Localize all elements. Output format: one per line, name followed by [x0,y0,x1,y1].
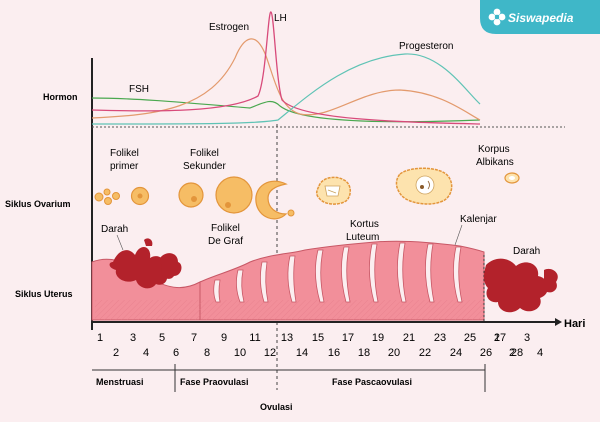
folikel-primer-label-2: primer [110,161,139,172]
day-label: 10 [234,347,246,359]
day-label: 16 [328,347,340,359]
row-label-hormon: Hormon [43,92,78,102]
darah-left-pointer [116,234,124,251]
follicle-primer [103,188,111,196]
folikel-de-graf-label-1: Folikel [211,223,240,234]
day-label: 19 [372,332,384,344]
phase-pascaovulasi: Fase Pascaovulasi [332,377,412,387]
day-label: 11 [249,332,260,344]
korpus-albikans-label-1: Korpus [478,144,510,155]
day-label: 27 [494,332,506,344]
day-label: 24 [450,347,462,359]
progesteron-label: Progesteron [399,41,453,52]
flower-icon [488,8,506,26]
phase-ovulasi: Ovulasi [260,402,293,412]
day-labels-bottom: 2 4 6 8 10 12 14 16 18 20 22 24 26 282 4 [113,347,543,359]
folikel-de-graf-label-2: De Graf [208,236,243,247]
uterine-lining [91,240,485,322]
kortus-luteum-label-2: Luteum [346,232,379,243]
follicle-antral [215,176,253,214]
kortus-luteum-label-1: Kortus [350,219,379,230]
day-label: 23 [434,332,446,344]
corpus-albicans [504,172,520,184]
row-label-uterus: Siklus Uterus [15,289,73,299]
day-label: 25 [464,332,476,344]
fsh-curve [91,97,481,123]
day-label: 4 [143,347,149,359]
day-label: 21 [403,332,415,344]
corpus-luteum-mature [395,167,453,205]
folikel-primer-label-1: Folikel [110,148,139,159]
darah-right-label: Darah [513,246,540,257]
x-axis-arrow [555,318,562,326]
lh-label: LH [274,13,287,24]
day-label: 6 [173,347,179,359]
folikel-sekunder-label-1: Folikel [190,148,219,159]
ovum [287,209,295,217]
progesteron-curve [91,53,481,125]
follicle-primer [112,192,120,200]
day-labels-top: 1 3 5 7 9 11 13 15 17 19 21 23 25 271 3 [97,332,530,344]
lh-curve [91,11,481,125]
day-label: 9 [221,332,227,344]
phase-menstruasi: Menstruasi [96,377,144,387]
estrogen-label: Estrogen [209,22,249,33]
day-label: 5 [159,332,165,344]
darah-left-label: Darah [101,224,128,235]
day-label: 2 [509,347,515,359]
fsh-label: FSH [129,84,149,95]
brand-badge: Siswapedia [480,0,600,34]
blood-clot-right [484,258,558,313]
phase-praovulasi: Fase Praovulasi [180,377,249,387]
follicle-sekunder [178,182,204,208]
day-label: 1 [97,332,103,344]
day-label: 26 [480,347,492,359]
day-label: 20 [388,347,400,359]
day-label: 3 [524,332,530,344]
row-label-ovarium: Siklus Ovarium [5,199,71,209]
day-label: 14 [296,347,308,359]
estrogen-curve [91,38,481,121]
day-label: 17 [342,332,354,344]
day-label: 8 [204,347,210,359]
kalenjar-pointer [454,224,463,246]
day-label: 4 [537,347,543,359]
follicle-primary-large [130,186,150,206]
brand-name: Siswapedia [508,11,574,25]
day-label: 18 [358,347,370,359]
x-axis-unit: Hari [564,318,585,330]
day-label: 22 [419,347,431,359]
day-label: 3 [130,332,136,344]
day-label: 12 [264,347,276,359]
follicle-primer-group [94,188,120,205]
kalenjar-label: Kalenjar [460,214,497,225]
day-label: 28 [511,347,523,359]
follicle-primer [104,197,112,205]
korpus-albikans-label-2: Albikans [476,157,514,168]
corpus-luteum-early [315,176,351,205]
blood-clot-left [109,238,182,289]
day-label: 2 [113,347,119,359]
follicle-ruptured [255,180,295,220]
day-label: 1 [494,332,500,344]
day-label: 13 [281,332,293,344]
day-label: 7 [191,332,197,344]
follicle-primer [94,192,104,202]
day-label: 15 [312,332,324,344]
folikel-sekunder-label-2: Sekunder [183,161,226,172]
